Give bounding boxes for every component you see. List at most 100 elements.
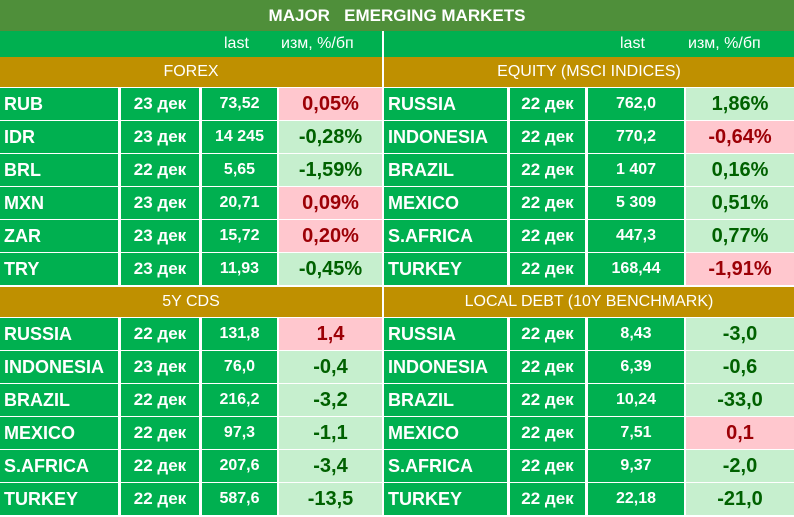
row-change-value: 0,16% <box>686 154 794 186</box>
row-change-value: -3,2 <box>279 384 382 416</box>
row-last-value: 14 245 <box>202 121 277 153</box>
column-header-left: last изм, %/бп <box>0 31 382 57</box>
row-date: 23 дек <box>121 121 199 153</box>
row-date: 22 дек <box>510 121 585 153</box>
column-header-change: изм, %/бп <box>688 35 761 52</box>
row-name: TURKEY <box>384 253 507 285</box>
row-change-value: 1,86% <box>686 88 794 120</box>
row-change-value: 0,09% <box>279 187 382 219</box>
row-last-value: 20,71 <box>202 187 277 219</box>
row-date: 22 дек <box>510 154 585 186</box>
row-date: 22 дек <box>510 483 585 515</box>
row-date: 22 дек <box>510 384 585 416</box>
row-name: RUSSIA <box>0 318 118 350</box>
row-last-value: 5 309 <box>588 187 684 219</box>
row-name: ZAR <box>0 220 118 252</box>
row-last-value: 216,2 <box>202 384 277 416</box>
column-header-last: last <box>620 35 645 52</box>
row-date: 22 дек <box>510 417 585 449</box>
row-name: MEXICO <box>384 417 507 449</box>
row-name: RUSSIA <box>384 318 507 350</box>
column-header-last: last <box>224 35 249 52</box>
row-last-value: 8,43 <box>588 318 684 350</box>
row-last-value: 131,8 <box>202 318 277 350</box>
row-date: 22 дек <box>510 253 585 285</box>
section-header: FOREX <box>0 57 382 87</box>
row-change-value: -0,28% <box>279 121 382 153</box>
row-name: RUB <box>0 88 118 120</box>
row-last-value: 762,0 <box>588 88 684 120</box>
page-title: MAJOR EMERGING MARKETS <box>0 0 794 31</box>
row-last-value: 15,72 <box>202 220 277 252</box>
row-name: MXN <box>0 187 118 219</box>
row-last-value: 9,37 <box>588 450 684 482</box>
section-header: 5Y CDS <box>0 287 382 317</box>
row-change-value: -0,45% <box>279 253 382 285</box>
section-header: EQUITY (MSCI INDICES) <box>384 57 794 87</box>
row-change-value: 0,05% <box>279 88 382 120</box>
column-divider <box>382 57 384 517</box>
row-date: 22 дек <box>510 88 585 120</box>
row-name: S.AFRICA <box>0 450 118 482</box>
row-last-value: 587,6 <box>202 483 277 515</box>
row-last-value: 5,65 <box>202 154 277 186</box>
row-last-value: 73,52 <box>202 88 277 120</box>
row-date: 22 дек <box>121 318 199 350</box>
row-name: BRL <box>0 154 118 186</box>
row-change-value: 1,4 <box>279 318 382 350</box>
row-name: BRAZIL <box>384 384 507 416</box>
row-date: 22 дек <box>121 483 199 515</box>
row-change-value: -0,6 <box>686 351 794 383</box>
row-change-value: -13,5 <box>279 483 382 515</box>
row-name: BRAZIL <box>0 384 118 416</box>
row-date: 23 дек <box>121 88 199 120</box>
row-date: 22 дек <box>121 154 199 186</box>
row-name: BRAZIL <box>384 154 507 186</box>
row-date: 22 дек <box>510 450 585 482</box>
row-name: IDR <box>0 121 118 153</box>
row-change-value: -3,4 <box>279 450 382 482</box>
row-date: 22 дек <box>510 351 585 383</box>
row-last-value: 207,6 <box>202 450 277 482</box>
row-change-value: -0,4 <box>279 351 382 383</box>
column-header-right: last изм, %/бп <box>384 31 794 57</box>
row-change-value: 0,1 <box>686 417 794 449</box>
row-date: 22 дек <box>510 187 585 219</box>
row-last-value: 447,3 <box>588 220 684 252</box>
section-header: LOCAL DEBT (10Y BENCHMARK) <box>384 287 794 317</box>
row-name: MEXICO <box>0 417 118 449</box>
row-change-value: 0,20% <box>279 220 382 252</box>
row-last-value: 1 407 <box>588 154 684 186</box>
row-change-value: -33,0 <box>686 384 794 416</box>
row-change-value: -1,59% <box>279 154 382 186</box>
row-name: TRY <box>0 253 118 285</box>
row-change-value: -21,0 <box>686 483 794 515</box>
row-last-value: 76,0 <box>202 351 277 383</box>
row-last-value: 10,24 <box>588 384 684 416</box>
row-name: S.AFRICA <box>384 220 507 252</box>
row-name: MEXICO <box>384 187 507 219</box>
row-date: 23 дек <box>121 220 199 252</box>
row-name: S.AFRICA <box>384 450 507 482</box>
row-last-value: 6,39 <box>588 351 684 383</box>
row-date: 22 дек <box>121 417 199 449</box>
row-date: 22 дек <box>121 384 199 416</box>
row-change-value: -1,1 <box>279 417 382 449</box>
row-change-value: -1,91% <box>686 253 794 285</box>
row-last-value: 97,3 <box>202 417 277 449</box>
row-change-value: -2,0 <box>686 450 794 482</box>
row-change-value: -3,0 <box>686 318 794 350</box>
row-name: TURKEY <box>384 483 507 515</box>
row-date: 22 дек <box>510 220 585 252</box>
row-last-value: 22,18 <box>588 483 684 515</box>
row-name: INDONESIA <box>384 121 507 153</box>
row-date: 23 дек <box>121 351 199 383</box>
row-last-value: 168,44 <box>588 253 684 285</box>
row-date: 22 дек <box>121 450 199 482</box>
row-date: 23 дек <box>121 253 199 285</box>
row-change-value: 0,51% <box>686 187 794 219</box>
row-last-value: 11,93 <box>202 253 277 285</box>
row-name: INDONESIA <box>0 351 118 383</box>
row-name: TURKEY <box>0 483 118 515</box>
